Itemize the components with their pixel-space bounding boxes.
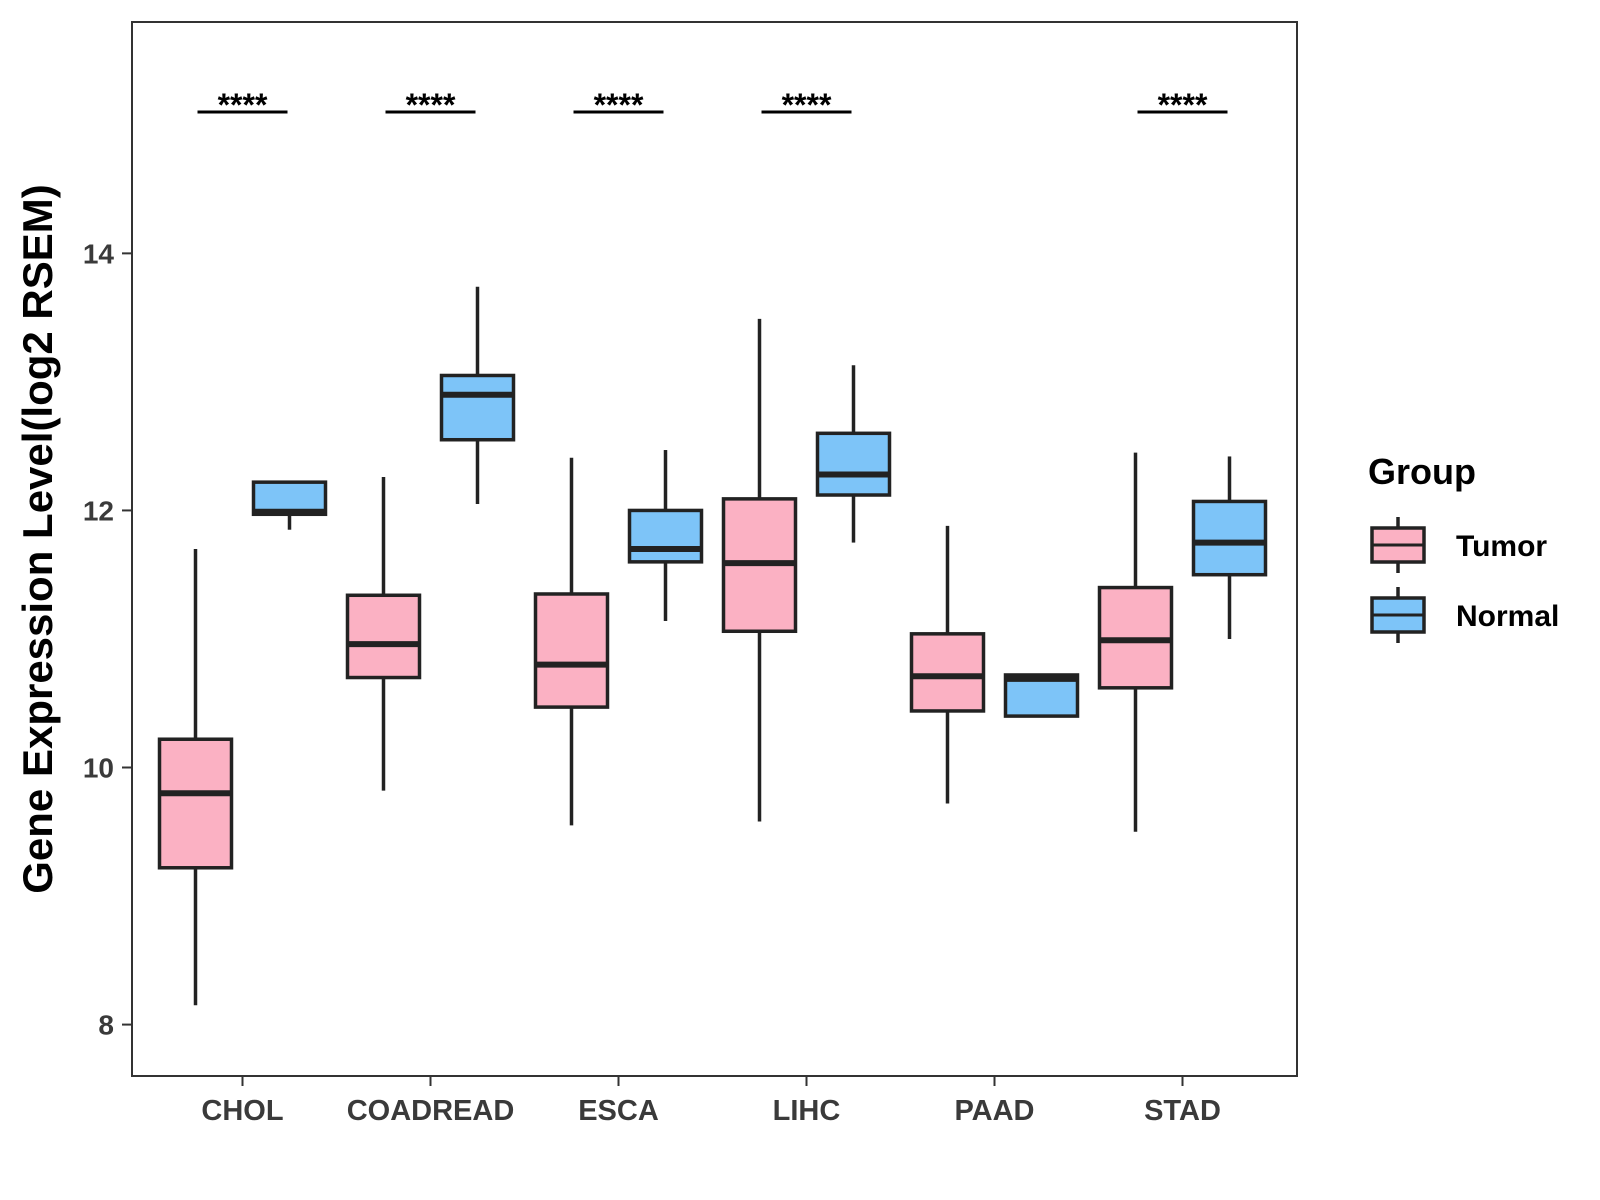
box-body [533, 592, 610, 709]
significance-label: **** [782, 87, 832, 123]
box-normal-stad [1191, 456, 1268, 639]
box-body [345, 593, 422, 680]
x-tick-label: LIHC [773, 1095, 841, 1127]
significance-label: **** [406, 87, 456, 123]
x-tick-label: CHOL [201, 1095, 283, 1127]
box-body [815, 431, 892, 497]
box-body [157, 737, 234, 870]
box-tumor-esca [533, 457, 610, 826]
y-axis-title: Gene Expression Level(log2 RSEM) [14, 184, 61, 894]
box-body [439, 373, 516, 442]
significance-label: **** [218, 87, 268, 123]
box-body [909, 632, 986, 713]
box-tumor-stad [1097, 452, 1174, 832]
legend: Group Tumor Normal [1368, 451, 1559, 643]
legend-label: Tumor [1456, 530, 1547, 563]
legend-entry-tumor: Tumor [1370, 517, 1547, 573]
y-tick-label: 10 [83, 753, 114, 784]
box-normal-chol [251, 480, 328, 530]
box-tumor-lihc [721, 318, 798, 822]
box-normal-esca [627, 450, 704, 621]
y-tick-label: 12 [83, 495, 114, 526]
legend-title: Group [1368, 451, 1476, 492]
y-tick-label: 14 [83, 238, 115, 269]
box-body [627, 508, 704, 564]
x-tick-label: ESCA [578, 1095, 659, 1127]
box-body [1191, 499, 1268, 577]
plot-area: **** **** **** **** **** [157, 87, 1268, 1006]
x-tick-label: STAD [1144, 1095, 1221, 1127]
box-normal-lihc [815, 365, 892, 543]
significance-label: **** [594, 87, 644, 123]
box-tumor-coadread [345, 477, 422, 791]
legend-entry-normal: Normal [1370, 587, 1559, 643]
plot-panel-border [131, 21, 1298, 1077]
box-normal-paad [1003, 673, 1080, 718]
box-tumor-paad [909, 525, 986, 804]
x-tick-label: PAAD [954, 1095, 1034, 1127]
legend-label: Normal [1456, 600, 1559, 633]
axes: 8 10 12 14 CHOL COADREAD ESCA LIHC PAAD STAD [83, 21, 1298, 1127]
y-tick-label: 8 [98, 1010, 114, 1041]
box-tumor-chol [157, 549, 234, 1006]
significance-label: **** [1158, 87, 1208, 123]
box-normal-coadread [439, 286, 516, 505]
x-tick-label: COADREAD [347, 1095, 515, 1127]
